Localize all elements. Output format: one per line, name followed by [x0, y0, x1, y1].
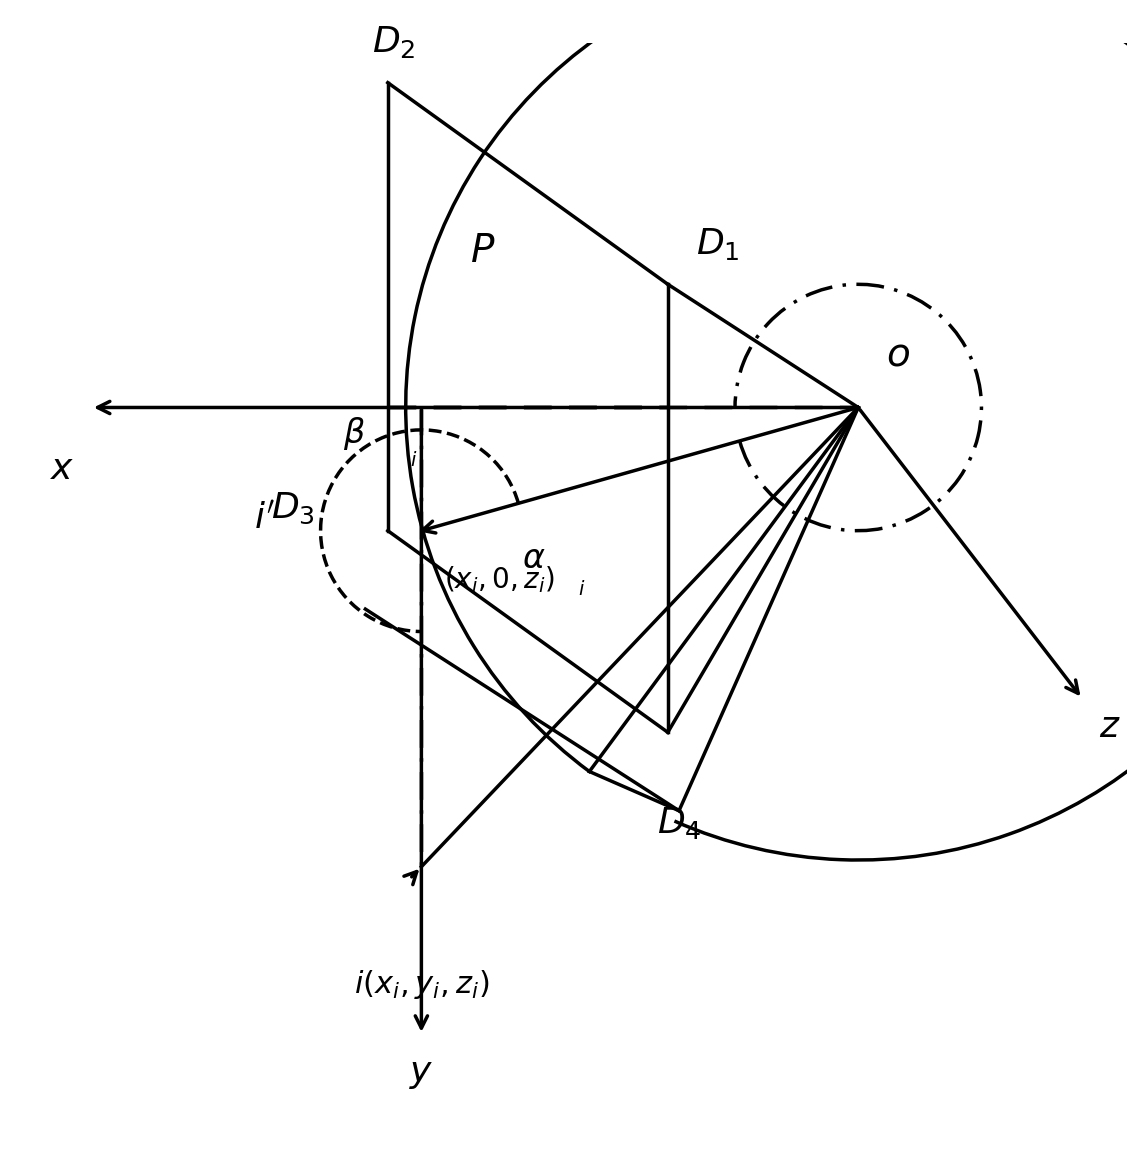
Text: $D_4$: $D_4$ — [657, 805, 701, 841]
Text: $D_3$: $D_3$ — [271, 490, 315, 526]
Text: $D_2$: $D_2$ — [372, 24, 415, 60]
Text: $_{i}$: $_{i}$ — [578, 570, 586, 597]
Text: $i'$: $i'$ — [254, 503, 276, 536]
Text: $i(x_i,y_i,z_i)$: $i(x_i,y_i,z_i)$ — [354, 968, 489, 1000]
Text: $o$: $o$ — [887, 336, 911, 374]
Text: $z$: $z$ — [1099, 710, 1120, 744]
Text: $\beta$: $\beta$ — [344, 416, 365, 452]
Text: $x$: $x$ — [50, 452, 74, 486]
Text: $P$: $P$ — [471, 231, 496, 269]
Text: $(x_i,0,z_i)$: $(x_i,0,z_i)$ — [443, 564, 555, 595]
Text: $y$: $y$ — [409, 1057, 433, 1091]
Text: $_{i}$: $_{i}$ — [411, 441, 417, 470]
Text: $D_1$: $D_1$ — [696, 226, 739, 262]
Text: $\alpha$: $\alpha$ — [522, 542, 545, 574]
